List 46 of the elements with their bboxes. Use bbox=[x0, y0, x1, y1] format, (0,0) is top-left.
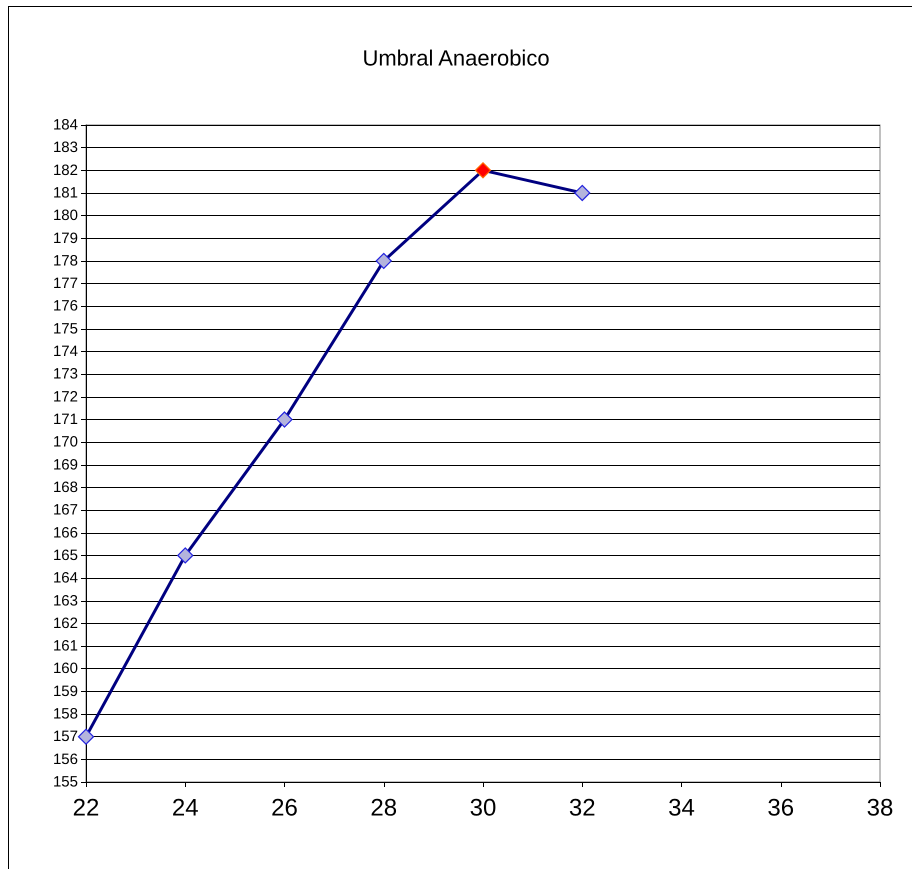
x-tick-label: 38 bbox=[866, 794, 894, 822]
x-tick-label: 26 bbox=[271, 794, 298, 822]
point bbox=[474, 162, 492, 178]
y-tick-label: 156 bbox=[52, 750, 78, 768]
point bbox=[177, 547, 194, 564]
point bbox=[276, 411, 293, 428]
y-tick-label: 163 bbox=[52, 592, 78, 610]
x-tick-label: 30 bbox=[470, 794, 496, 822]
y-tick-label: 157 bbox=[52, 728, 78, 746]
y-tick-label: 161 bbox=[52, 638, 78, 655]
y-tick-label: 172 bbox=[52, 388, 78, 406]
x-tick-label: 32 bbox=[568, 794, 596, 822]
y-tick-label: 169 bbox=[52, 456, 78, 474]
x-tick-label: 36 bbox=[767, 794, 794, 822]
y-tick-label: 158 bbox=[52, 706, 78, 723]
y-tick-label: 155 bbox=[52, 774, 78, 790]
x-tick-label: 28 bbox=[370, 794, 398, 822]
y-tick-label: 176 bbox=[52, 298, 78, 315]
y-tick-label: 181 bbox=[52, 184, 78, 202]
y-tick-label: 179 bbox=[52, 230, 78, 247]
y-tick-label: 160 bbox=[52, 660, 78, 678]
y-tick-label: 167 bbox=[52, 502, 78, 519]
y-tick-label: 183 bbox=[52, 139, 78, 156]
x-tick-label: 34 bbox=[668, 794, 695, 822]
y-tick-label: 162 bbox=[52, 614, 78, 632]
y-tick-label: 159 bbox=[52, 682, 78, 700]
y-tick-label: 164 bbox=[52, 570, 78, 587]
y-tick-label: 177 bbox=[52, 275, 78, 292]
y-tick-label: 171 bbox=[52, 411, 78, 428]
point bbox=[376, 252, 392, 270]
y-tick-label: 182 bbox=[52, 162, 78, 179]
y-tick-label: 174 bbox=[52, 343, 78, 360]
y-tick-label: 173 bbox=[52, 366, 78, 383]
point bbox=[78, 728, 94, 745]
x-tick-label: 22 bbox=[72, 794, 100, 822]
y-tick-label: 175 bbox=[52, 320, 78, 338]
y-tick-label: 170 bbox=[52, 434, 78, 451]
y-tick-label: 184 bbox=[52, 116, 78, 134]
chart-title: Umbral Anaerobico bbox=[362, 46, 550, 70]
y-tick-label: 166 bbox=[52, 524, 78, 542]
y-tick-label: 178 bbox=[52, 252, 78, 270]
y-tick-label: 168 bbox=[52, 478, 78, 496]
y-tick-label: 165 bbox=[52, 546, 78, 564]
x-tick-label: 24 bbox=[172, 794, 199, 822]
point bbox=[574, 184, 590, 202]
y-tick-label: 180 bbox=[52, 207, 78, 224]
